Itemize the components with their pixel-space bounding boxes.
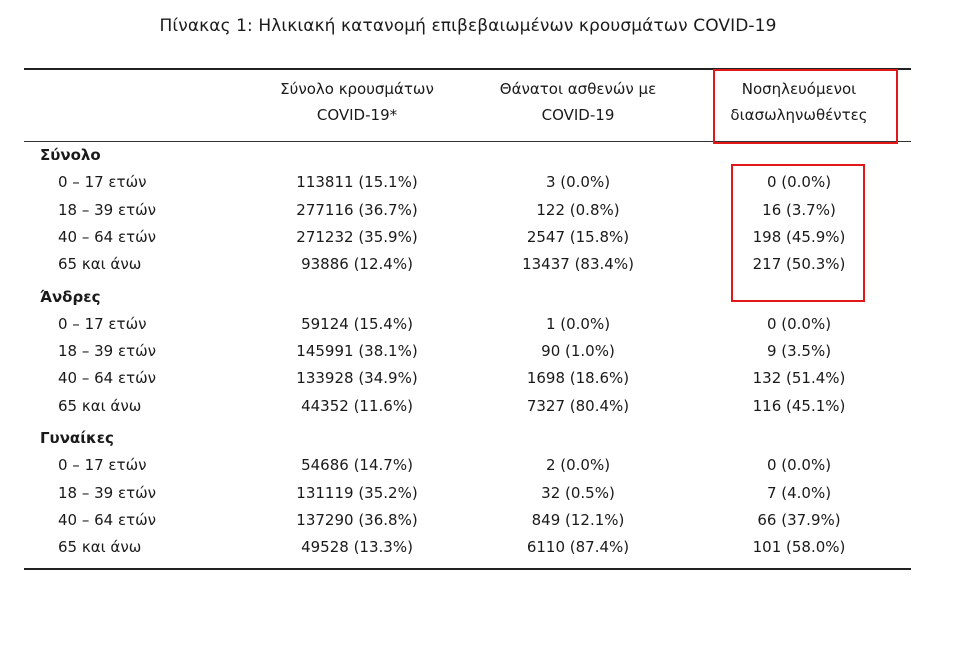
deaths-cell: 90 (1.0%): [541, 342, 615, 361]
age-group-label: 18 – 39 ετών: [58, 483, 157, 502]
table-header-rule: [24, 141, 911, 142]
column-header-line: Σύνολο κρουσμάτων: [280, 80, 434, 98]
column-header-intubated: Νοσηλευόμενοι διασωληνωθέντες: [689, 76, 909, 128]
table-top-rule: [24, 68, 911, 70]
age-group-label: 65 και άνω: [58, 255, 142, 274]
column-header-line: COVID-19: [541, 106, 615, 124]
age-group-label: 40 – 64 ετών: [58, 510, 157, 529]
table-bottom-rule: [24, 568, 911, 570]
table-row: 18 – 39 ετών 277116 (36.7%) 122 (0.8%) 16 (…: [0, 201, 956, 228]
age-group-label: 0 – 17 ετών: [58, 314, 147, 333]
intubated-cell: 132 (51.4%): [752, 369, 846, 388]
column-header-total-cases: Σύνολο κρουσμάτων COVID-19*: [247, 76, 467, 128]
age-group-label: 40 – 64 ετών: [58, 369, 157, 388]
age-group-label: 18 – 39 ετών: [58, 342, 157, 361]
intubated-cell: 101 (58.0%): [752, 538, 846, 557]
age-group-label: 40 – 64 ετών: [58, 227, 157, 246]
table-row: 18 – 39 ετών 131119 (35.2%) 32 (0.5%) 7 (4.…: [0, 484, 956, 511]
deaths-cell: 6110 (87.4%): [526, 538, 630, 557]
table-row: 65 και άνω 93886 (12.4%) 13437 (83.4%) 217 …: [0, 255, 956, 282]
cases-cell: 44352 (11.6%): [301, 396, 413, 415]
group-header-row: Σύνολο: [0, 146, 956, 173]
column-header-line: Θάνατοι ασθενών με: [499, 80, 657, 98]
table-row: 65 και άνω 44352 (11.6%) 7327 (80.4%) 116 (…: [0, 397, 956, 424]
intubated-cell: 198 (45.9%): [752, 227, 846, 246]
deaths-cell: 1698 (18.6%): [526, 369, 630, 388]
age-group-label: 65 και άνω: [58, 396, 142, 415]
age-group-label: 0 – 17 ετών: [58, 456, 147, 475]
age-group-label: 0 – 17 ετών: [58, 173, 147, 192]
cases-cell: 54686 (14.7%): [301, 456, 413, 475]
group-label: Γυναίκες: [40, 429, 114, 447]
cases-cell: 59124 (15.4%): [301, 314, 413, 333]
column-header-deaths: Θάνατοι ασθενών με COVID-19: [468, 76, 688, 128]
intubated-cell: 7 (4.0%): [766, 483, 832, 502]
group-header-row: Άνδρες: [0, 288, 956, 315]
cases-cell: 271232 (35.9%): [296, 227, 418, 246]
cases-cell: 137290 (36.8%): [296, 510, 418, 529]
intubated-cell: 0 (0.0%): [766, 456, 832, 475]
deaths-cell: 849 (12.1%): [531, 510, 625, 529]
cases-cell: 113811 (15.1%): [296, 173, 418, 192]
intubated-cell: 116 (45.1%): [752, 396, 846, 415]
group-label: Άνδρες: [40, 287, 101, 306]
column-header-line: διασωληνωθέντες: [730, 106, 868, 124]
table-caption: Πίνακας 1: Ηλικιακή κατανομή επιβεβαιωμέ…: [159, 16, 777, 36]
cases-cell: 145991 (38.1%): [296, 342, 418, 361]
intubated-cell: 16 (3.7%): [762, 200, 836, 219]
deaths-cell: 1 (0.0%): [545, 314, 611, 333]
cases-cell: 131119 (35.2%): [296, 483, 418, 502]
group-label: Σύνολο: [40, 146, 101, 164]
deaths-cell: 2 (0.0%): [545, 456, 611, 475]
table-row: 40 – 64 ετών 133928 (34.9%) 1698 (18.6%) 13…: [0, 369, 956, 396]
age-group-label: 18 – 39 ετών: [58, 200, 157, 219]
table-row: 40 – 64 ετών 271232 (35.9%) 2547 (15.8%) 19…: [0, 228, 956, 255]
header-highlight-box: [713, 69, 898, 144]
intubated-cell: 66 (37.9%): [757, 510, 841, 529]
intubated-cell: 217 (50.3%): [752, 255, 846, 274]
column-header-line: COVID-19*: [316, 106, 398, 124]
deaths-cell: 2547 (15.8%): [526, 227, 630, 246]
intubated-cell: 0 (0.0%): [766, 314, 832, 333]
deaths-cell: 3 (0.0%): [545, 173, 611, 192]
cases-cell: 49528 (13.3%): [301, 538, 413, 557]
cases-cell: 277116 (36.7%): [296, 200, 418, 219]
deaths-cell: 122 (0.8%): [536, 200, 620, 219]
group-header-row: Γυναίκες: [0, 429, 956, 456]
table-row: 18 – 39 ετών 145991 (38.1%) 90 (1.0%) 9 (3.…: [0, 342, 956, 369]
intubated-cell: 0 (0.0%): [766, 173, 832, 192]
deaths-cell: 7327 (80.4%): [526, 396, 630, 415]
intubated-cell: 9 (3.5%): [766, 342, 832, 361]
values-highlight-box: [731, 164, 865, 302]
table-row: 0 – 17 ετών 59124 (15.4%) 1 (0.0%) 0 (0.0%): [0, 315, 956, 342]
deaths-cell: 32 (0.5%): [541, 483, 615, 502]
deaths-cell: 13437 (83.4%): [522, 255, 634, 274]
table-row: 40 – 64 ετών 137290 (36.8%) 849 (12.1%) 66 …: [0, 511, 956, 538]
table-row: 0 – 17 ετών 54686 (14.7%) 2 (0.0%) 0 (0.0%): [0, 456, 956, 483]
table-row: 0 – 17 ετών 113811 (15.1%) 3 (0.0%) 0 (0.0%…: [0, 173, 956, 200]
cases-cell: 93886 (12.4%): [301, 255, 413, 274]
column-header-line: Νοσηλευόμενοι: [741, 80, 857, 98]
age-group-label: 65 και άνω: [58, 538, 142, 557]
cases-cell: 133928 (34.9%): [296, 369, 418, 388]
table-row: 65 και άνω 49528 (13.3%) 6110 (87.4%) 101 (…: [0, 538, 956, 565]
